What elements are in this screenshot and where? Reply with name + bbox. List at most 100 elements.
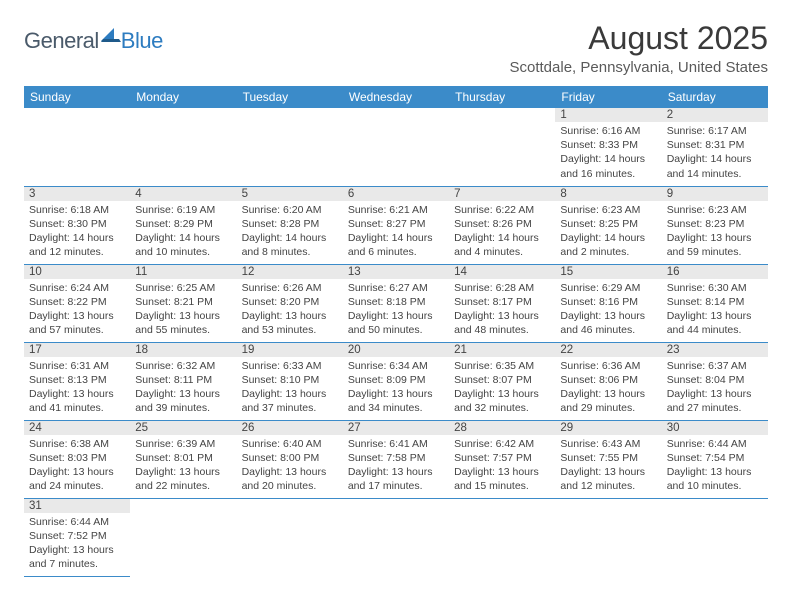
logo-text-general: General (24, 28, 99, 54)
sunset-value: 8:06 PM (599, 374, 638, 386)
sunrise-value: 6:44 AM (708, 438, 747, 450)
sunrise-label: Sunrise: (135, 438, 176, 450)
sunset-value: 8:31 PM (705, 139, 744, 151)
sunset-label: Sunset: (242, 374, 281, 386)
sunrise-line: Sunrise: 6:44 AM (667, 437, 763, 451)
sunset-label: Sunset: (348, 218, 387, 230)
calendar-cell: 13Sunrise: 6:27 AMSunset: 8:18 PMDayligh… (343, 264, 449, 342)
calendar-cell: 10Sunrise: 6:24 AMSunset: 8:22 PMDayligh… (24, 264, 130, 342)
daylight-label: Daylight: (667, 466, 711, 478)
sunset-line: Sunset: 7:55 PM (560, 451, 656, 465)
daylight-label: Daylight: (454, 310, 498, 322)
sunrise-label: Sunrise: (454, 360, 495, 372)
sunset-label: Sunset: (29, 374, 68, 386)
calendar-cell: 31Sunrise: 6:44 AMSunset: 7:52 PMDayligh… (24, 498, 130, 576)
daylight-label: Daylight: (29, 388, 73, 400)
daylight-label: Daylight: (242, 466, 286, 478)
sunset-label: Sunset: (454, 218, 493, 230)
sunrise-value: 6:43 AM (602, 438, 641, 450)
calendar-cell: 17Sunrise: 6:31 AMSunset: 8:13 PMDayligh… (24, 342, 130, 420)
sunrise-line: Sunrise: 6:43 AM (560, 437, 656, 451)
day-body: Sunrise: 6:44 AMSunset: 7:54 PMDaylight:… (662, 435, 768, 498)
sunrise-label: Sunrise: (560, 438, 601, 450)
day-number: 25 (130, 421, 236, 435)
title-block: August 2025 Scottdale, Pennsylvania, Uni… (510, 20, 769, 76)
sunset-label: Sunset: (667, 296, 706, 308)
sunrise-line: Sunrise: 6:33 AM (242, 359, 338, 373)
sunrise-value: 6:33 AM (283, 360, 322, 372)
sunset-line: Sunset: 8:18 PM (348, 295, 444, 309)
sunrise-value: 6:42 AM (496, 438, 535, 450)
sunset-label: Sunset: (348, 452, 387, 464)
sunset-value: 8:18 PM (386, 296, 425, 308)
sunrise-label: Sunrise: (667, 360, 708, 372)
sunset-label: Sunset: (29, 296, 68, 308)
sunrise-label: Sunrise: (454, 282, 495, 294)
sunset-value: 7:55 PM (599, 452, 638, 464)
calendar-cell (662, 498, 768, 576)
sunrise-label: Sunrise: (29, 438, 70, 450)
daylight-label: Daylight: (454, 466, 498, 478)
daylight-label: Daylight: (348, 388, 392, 400)
sunset-value: 8:25 PM (599, 218, 638, 230)
sunrise-line: Sunrise: 6:35 AM (454, 359, 550, 373)
sunset-label: Sunset: (348, 374, 387, 386)
sunrise-value: 6:28 AM (496, 282, 535, 294)
daylight-line: Daylight: 14 hours and 6 minutes. (348, 231, 444, 259)
calendar-week: 3Sunrise: 6:18 AMSunset: 8:30 PMDaylight… (24, 186, 768, 264)
daylight-label: Daylight: (560, 310, 604, 322)
daylight-line: Daylight: 14 hours and 10 minutes. (135, 231, 231, 259)
sunrise-line: Sunrise: 6:24 AM (29, 281, 125, 295)
sunrise-line: Sunrise: 6:28 AM (454, 281, 550, 295)
daylight-line: Daylight: 13 hours and 29 minutes. (560, 387, 656, 415)
sunset-value: 8:00 PM (280, 452, 319, 464)
sunset-value: 8:21 PM (174, 296, 213, 308)
sunset-line: Sunset: 8:14 PM (667, 295, 763, 309)
sunset-value: 8:14 PM (705, 296, 744, 308)
day-body: Sunrise: 6:26 AMSunset: 8:20 PMDaylight:… (237, 279, 343, 342)
sunrise-line: Sunrise: 6:30 AM (667, 281, 763, 295)
sunrise-value: 6:39 AM (177, 438, 216, 450)
sunset-line: Sunset: 7:54 PM (667, 451, 763, 465)
sunset-value: 8:16 PM (599, 296, 638, 308)
sunset-value: 8:09 PM (386, 374, 425, 386)
calendar-week: 31Sunrise: 6:44 AMSunset: 7:52 PMDayligh… (24, 498, 768, 576)
day-number: 6 (343, 187, 449, 201)
sunrise-label: Sunrise: (560, 282, 601, 294)
calendar-cell: 19Sunrise: 6:33 AMSunset: 8:10 PMDayligh… (237, 342, 343, 420)
day-number: 4 (130, 187, 236, 201)
sunrise-value: 6:44 AM (70, 516, 109, 528)
logo-sail-icon (101, 26, 121, 47)
sunset-line: Sunset: 8:00 PM (242, 451, 338, 465)
calendar-cell: 15Sunrise: 6:29 AMSunset: 8:16 PMDayligh… (555, 264, 661, 342)
calendar-cell (555, 498, 661, 576)
sunset-value: 8:11 PM (174, 374, 212, 386)
day-header: Thursday (449, 86, 555, 108)
daylight-label: Daylight: (29, 544, 73, 556)
sunset-value: 8:10 PM (280, 374, 319, 386)
sunset-label: Sunset: (454, 452, 493, 464)
sunset-value: 8:27 PM (386, 218, 425, 230)
sunrise-label: Sunrise: (242, 438, 283, 450)
day-number: 28 (449, 421, 555, 435)
day-body: Sunrise: 6:20 AMSunset: 8:28 PMDaylight:… (237, 201, 343, 264)
calendar-cell (237, 498, 343, 576)
calendar-cell (130, 108, 236, 186)
sunset-label: Sunset: (560, 139, 599, 151)
day-header: Saturday (662, 86, 768, 108)
day-number: 8 (555, 187, 661, 201)
day-header: Wednesday (343, 86, 449, 108)
calendar-cell: 21Sunrise: 6:35 AMSunset: 8:07 PMDayligh… (449, 342, 555, 420)
day-body: Sunrise: 6:23 AMSunset: 8:25 PMDaylight:… (555, 201, 661, 264)
daylight-label: Daylight: (29, 232, 73, 244)
day-number: 9 (662, 187, 768, 201)
sunset-value: 8:04 PM (705, 374, 744, 386)
calendar-week: 1Sunrise: 6:16 AMSunset: 8:33 PMDaylight… (24, 108, 768, 186)
daylight-line: Daylight: 13 hours and 27 minutes. (667, 387, 763, 415)
sunrise-value: 6:18 AM (70, 204, 109, 216)
sunset-label: Sunset: (135, 218, 174, 230)
daylight-label: Daylight: (29, 466, 73, 478)
day-body: Sunrise: 6:34 AMSunset: 8:09 PMDaylight:… (343, 357, 449, 420)
sunrise-label: Sunrise: (135, 282, 176, 294)
daylight-line: Daylight: 14 hours and 2 minutes. (560, 231, 656, 259)
